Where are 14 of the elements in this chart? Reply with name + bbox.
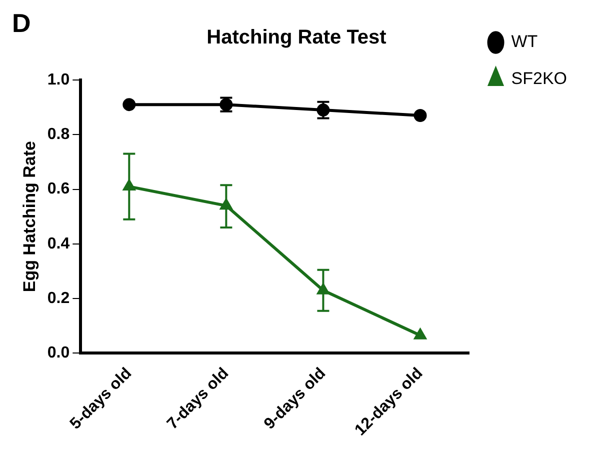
y-tick-label: 1.0 (47, 71, 70, 88)
y-tick-label: 0.8 (47, 126, 70, 144)
y-tick-label: 0.2 (47, 290, 70, 307)
legend-label: SF2KO (511, 69, 568, 88)
y-tick-label: 0.6 (47, 180, 70, 198)
y-axis-title: Egg Hatching Rate (20, 141, 39, 292)
text: D (12, 8, 31, 38)
y-tick-label: 0.0 (47, 344, 70, 362)
legend-label: WT (511, 32, 538, 52)
point (414, 109, 427, 122)
point (122, 98, 136, 112)
point (414, 328, 426, 340)
chart-title: Hatching Rate Test (206, 26, 387, 49)
y-tick-label: 0.4 (47, 235, 70, 252)
